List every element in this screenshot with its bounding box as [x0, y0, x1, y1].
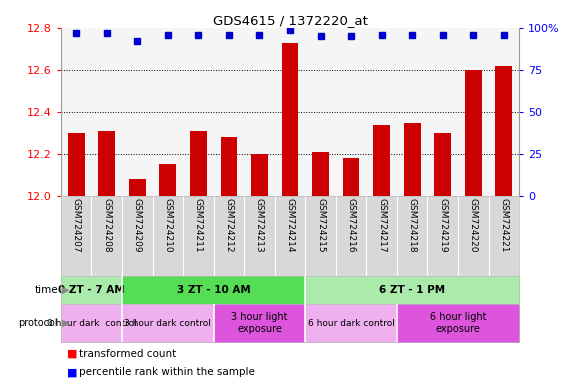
Bar	[465, 70, 481, 196]
Text: GSM724212: GSM724212	[224, 199, 233, 253]
Text: 6 hour dark control: 6 hour dark control	[307, 318, 394, 328]
Text: GSM724209: GSM724209	[133, 199, 142, 253]
Text: 6 ZT - 1 PM: 6 ZT - 1 PM	[379, 285, 445, 295]
Text: time: time	[34, 285, 58, 295]
Text: ▶: ▶	[62, 318, 70, 328]
Text: ▶: ▶	[62, 285, 70, 295]
Bar	[68, 133, 85, 196]
Bar	[434, 133, 451, 196]
Text: GSM724221: GSM724221	[499, 199, 508, 253]
Text: GSM724214: GSM724214	[285, 199, 295, 253]
Text: GSM724220: GSM724220	[469, 199, 478, 253]
Text: 0 hour dark  control: 0 hour dark control	[46, 318, 136, 328]
Text: ■: ■	[67, 367, 77, 377]
Bar	[129, 179, 146, 196]
Text: GSM724217: GSM724217	[377, 199, 386, 253]
Text: GSM724208: GSM724208	[102, 199, 111, 253]
Bar	[220, 137, 237, 196]
Bar	[190, 131, 206, 196]
Bar	[404, 122, 420, 196]
Bar	[160, 164, 176, 196]
Text: 6 hour light
exposure: 6 hour light exposure	[430, 312, 486, 334]
Text: GSM724218: GSM724218	[408, 199, 416, 253]
Text: 3 ZT - 10 AM: 3 ZT - 10 AM	[177, 285, 251, 295]
Text: ■: ■	[67, 349, 77, 359]
Bar	[251, 154, 268, 196]
Text: 3 hour light
exposure: 3 hour light exposure	[231, 312, 288, 334]
Text: GSM724207: GSM724207	[72, 199, 81, 253]
Text: GSM724211: GSM724211	[194, 199, 203, 253]
Bar	[495, 66, 512, 196]
Text: 3 hour dark control: 3 hour dark control	[124, 318, 211, 328]
Text: GSM724215: GSM724215	[316, 199, 325, 253]
Text: percentile rank within the sample: percentile rank within the sample	[79, 367, 255, 377]
Text: GSM724213: GSM724213	[255, 199, 264, 253]
Text: GSM724219: GSM724219	[438, 199, 447, 253]
Title: GDS4615 / 1372220_at: GDS4615 / 1372220_at	[212, 14, 368, 27]
Text: GSM724216: GSM724216	[347, 199, 356, 253]
Bar	[343, 158, 360, 196]
Bar	[312, 152, 329, 196]
Bar	[99, 131, 115, 196]
Text: transformed count: transformed count	[79, 349, 177, 359]
Text: GSM724210: GSM724210	[164, 199, 172, 253]
Bar	[374, 124, 390, 196]
Text: protocol: protocol	[19, 318, 58, 328]
Text: 0 ZT - 7 AM: 0 ZT - 7 AM	[58, 285, 125, 295]
Bar	[282, 43, 298, 196]
